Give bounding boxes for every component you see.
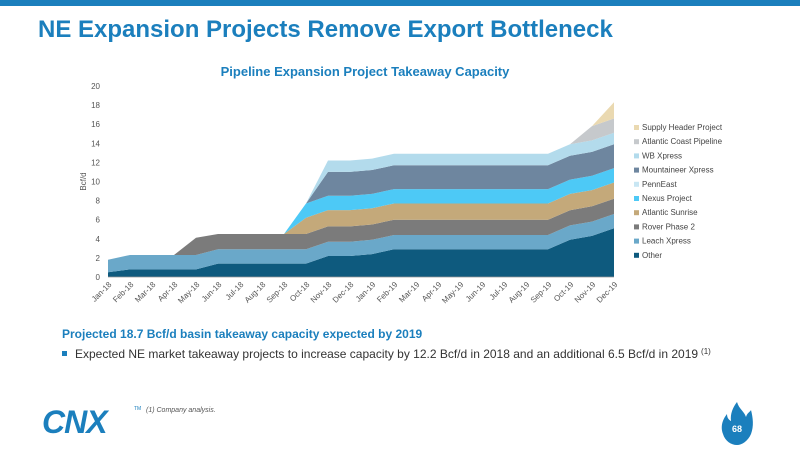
area-series-6: [108, 144, 614, 260]
x-tick-label: Oct-19: [552, 280, 576, 304]
x-tick-label: Aug-19: [507, 280, 532, 305]
legend-swatch: [634, 224, 639, 230]
flame-icon: [721, 402, 753, 445]
y-tick-label: 8: [96, 197, 101, 206]
legend-label: Rover Phase 2: [642, 222, 695, 231]
x-tick-label: Jan-19: [354, 280, 378, 304]
area-series-4: [108, 168, 614, 260]
area-series-2: [108, 198, 614, 260]
x-tick-label: Sep-19: [529, 280, 554, 305]
footnote: (1) Company analysis.: [146, 407, 216, 414]
x-tick-label: Aug-18: [243, 280, 268, 305]
area-series-3: [108, 182, 614, 260]
legend-label: Mountaineer Xpress: [642, 166, 714, 175]
y-tick-label: 0: [96, 273, 101, 282]
legend-label: Leach Xpress: [642, 237, 691, 246]
area-series-1: [108, 214, 614, 273]
y-tick-label: 6: [96, 216, 101, 225]
legend-label: Supply Header Project: [642, 123, 723, 132]
y-tick-label: 18: [91, 101, 100, 110]
x-tick-label: Mar-18: [133, 280, 158, 305]
x-tick-label: Feb-19: [375, 280, 400, 305]
x-tick-label: May-19: [440, 280, 466, 306]
x-tick-label: Nov-18: [309, 280, 334, 305]
y-tick-label: 12: [91, 158, 100, 167]
top-accent-bar: [0, 0, 800, 6]
bullet-square-icon: [62, 351, 67, 356]
legend-swatch: [634, 167, 639, 173]
legend-swatch: [634, 139, 639, 145]
y-tick-label: 16: [91, 120, 100, 129]
legend-swatch: [634, 210, 639, 216]
legend-label: Atlantic Sunrise: [642, 208, 698, 217]
area-series-7: [108, 132, 614, 260]
x-tick-label: Dec-18: [331, 280, 356, 305]
x-tick-label: Mar-19: [397, 280, 422, 305]
area-series-0: [108, 228, 614, 277]
legend-swatch: [634, 252, 639, 258]
x-tick-label: Jan-18: [90, 280, 114, 304]
y-tick-label: 14: [91, 139, 100, 148]
x-tick-label: Sep-18: [265, 280, 290, 305]
y-tick-label: 10: [91, 178, 100, 187]
takeaway-headline: Projected 18.7 Bcf/d basin takeaway capa…: [62, 327, 423, 341]
takeaway-capacity-chart: 0 2 4 6 8 10 12 14 16 18 20 Bcf/d Jan-18Feb-18Mar-18…: [79, 82, 723, 306]
legend-swatch: [634, 196, 639, 201]
legend-label: WB Xpress: [642, 151, 682, 160]
legend-swatch: [634, 153, 639, 159]
y-axis-label: Bcf/d: [79, 172, 88, 190]
legend-label: Other: [642, 251, 662, 260]
y-tick-label: 2: [96, 254, 101, 263]
slide-title: NE Expansion Projects Remove Export Bott…: [38, 16, 613, 43]
bullet-footnote-ref: (1): [701, 347, 711, 356]
x-tick-label: Feb-18: [111, 280, 136, 305]
bullet-item: Expected NE market takeaway projects to …: [62, 347, 711, 361]
legend-swatch: [634, 181, 639, 187]
legend-swatch: [634, 125, 639, 130]
cnx-logo: CNX: [42, 404, 108, 440]
legend-label: Nexus Project: [642, 194, 693, 203]
logo-trademark: TM: [134, 406, 142, 412]
y-tick-label: 20: [91, 82, 100, 91]
x-tick-label: Nov-19: [573, 280, 598, 305]
legend-swatch: [634, 238, 639, 244]
page-number: 68: [731, 424, 742, 434]
x-tick-label: May-18: [176, 280, 202, 306]
x-tick-label: Jun-18: [200, 280, 224, 304]
y-tick-label: 4: [96, 235, 101, 244]
x-tick-label: Oct-18: [288, 280, 312, 304]
bullet-text: Expected NE market takeaway projects to …: [75, 347, 699, 361]
legend-label: PennEast: [642, 180, 677, 189]
x-tick-label: Dec-19: [595, 280, 620, 305]
chart-title: Pipeline Expansion Project Takeaway Capa…: [220, 64, 510, 79]
legend-label: Atlantic Coast Pipeline: [642, 137, 723, 146]
x-tick-label: Jun-19: [464, 280, 488, 304]
